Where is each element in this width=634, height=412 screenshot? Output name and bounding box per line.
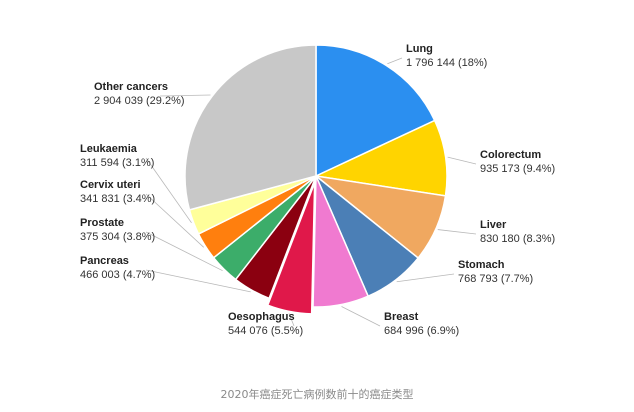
slice-value-liver: 830 180 (8.3%)	[480, 233, 555, 245]
leader-line-stomach	[396, 273, 455, 283]
leader-line-other-cancers	[159, 94, 211, 97]
slice-value-other-cancers: 2 904 039 (29.2%)	[94, 95, 185, 107]
pie-slice-other-cancers	[184, 44, 317, 211]
leader-line-leukaemia	[145, 157, 192, 224]
leader-line-breast	[341, 306, 381, 327]
slice-label-liver: Liver	[480, 219, 507, 231]
slice-value-colorectum: 935 173 (9.4%)	[480, 163, 555, 175]
slice-value-leukaemia: 311 594 (3.1%)	[80, 157, 154, 169]
slice-value-breast: 684 996 (6.9%)	[384, 325, 459, 337]
slice-label-oesophagus: Oesophagus	[228, 311, 295, 323]
slice-label-breast: Breast	[384, 311, 419, 323]
pie-slice-colorectum	[313, 119, 448, 197]
leader-line-liver	[437, 229, 477, 235]
slice-value-lung: 1 796 144 (18%)	[406, 57, 487, 69]
slice-label-colorectum: Colorectum	[480, 149, 541, 161]
slice-value-pancreas: 466 003 (4.7%)	[80, 269, 155, 281]
slice-value-cervix-uteri: 341 831 (3.4%)	[80, 193, 155, 205]
pie-slices	[184, 44, 448, 315]
pie-slice-breast	[312, 175, 370, 308]
pie-slice-oesophagus	[266, 182, 316, 315]
leader-lines	[145, 57, 477, 327]
slice-value-prostate: 375 304 (3.8%)	[80, 231, 155, 243]
slice-label-cervix-uteri: Cervix uteri	[80, 179, 141, 191]
leader-line-colorectum	[447, 156, 477, 165]
leader-line-prostate	[145, 231, 223, 272]
leader-line-cervix-uteri	[145, 193, 205, 248]
slice-label-other-cancers: Other cancers	[94, 81, 168, 93]
slice-label-leukaemia: Leukaemia	[80, 143, 138, 155]
slice-label-stomach: Stomach	[458, 259, 505, 271]
slice-label-prostate: Prostate	[80, 217, 124, 229]
pie-slice-lung	[315, 44, 436, 178]
slice-value-stomach: 768 793 (7.7%)	[458, 273, 533, 285]
leader-line-pancreas	[145, 269, 251, 293]
leader-line-lung	[387, 57, 403, 65]
slice-labels: Lung 1 796 144 (18%) Colorectum 935 173 (9.…	[80, 43, 555, 337]
figure-caption: 2020年癌症死亡病例数前十的癌症类型	[220, 388, 414, 401]
slice-value-oesophagus: 544 076 (5.5%)	[228, 325, 303, 337]
leader-line-oesophagus	[288, 313, 295, 327]
slice-label-lung: Lung	[406, 43, 433, 55]
slice-label-pancreas: Pancreas	[80, 255, 129, 267]
